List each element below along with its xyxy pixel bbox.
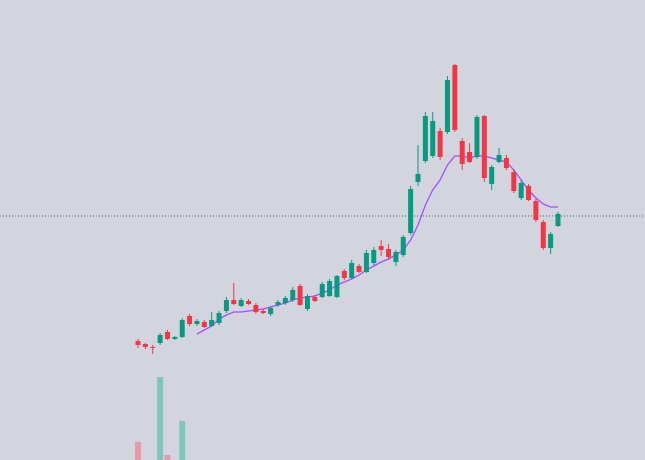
- candle-body: [194, 321, 200, 324]
- candle-body: [334, 276, 340, 297]
- candle-body: [172, 337, 178, 339]
- candle-body: [459, 141, 465, 164]
- candle-body: [275, 302, 281, 305]
- candle-body: [481, 116, 487, 178]
- candle-body: [135, 341, 141, 345]
- candle-body: [422, 116, 428, 161]
- candle-body: [526, 186, 532, 200]
- candle-body: [489, 167, 495, 184]
- volume-bar: [157, 377, 164, 460]
- candle-body: [157, 335, 163, 343]
- candle-body: [496, 155, 502, 162]
- candle-body: [246, 301, 252, 304]
- candle-body: [378, 246, 384, 250]
- candle-body: [400, 237, 406, 255]
- candle-body: [223, 300, 229, 311]
- candle-body: [179, 320, 185, 337]
- candle-body: [371, 250, 377, 263]
- candle-body: [408, 189, 414, 233]
- candle-body: [297, 286, 303, 305]
- candle-body: [187, 316, 193, 324]
- candle-body: [555, 214, 561, 226]
- candle-body: [356, 266, 362, 272]
- candle-body: [341, 271, 347, 278]
- candle-body: [444, 80, 450, 132]
- candle-body: [503, 158, 509, 168]
- candle-body: [437, 131, 443, 157]
- candle-body: [312, 297, 318, 301]
- candle-body: [430, 121, 436, 156]
- candle-body: [474, 117, 480, 157]
- candle-body: [238, 300, 244, 306]
- candle-body: [452, 65, 458, 130]
- candle-body: [304, 296, 310, 309]
- candle-body: [518, 183, 524, 198]
- candle-body: [253, 305, 259, 312]
- candle-body: [268, 308, 274, 314]
- candle-body: [467, 152, 473, 162]
- volume-bar: [135, 442, 141, 460]
- candle-body: [290, 290, 296, 300]
- candle-body: [209, 320, 215, 326]
- candle-body: [349, 263, 355, 278]
- candle-body: [282, 298, 288, 303]
- candle-body: [386, 249, 392, 257]
- candle-body: [260, 311, 266, 313]
- candle-body: [150, 347, 156, 348]
- candle-body: [319, 284, 325, 297]
- candle-body: [540, 222, 546, 248]
- candle-body: [393, 252, 399, 262]
- candle-body: [533, 201, 539, 220]
- candle-body: [201, 322, 207, 327]
- candle-body: [327, 281, 333, 296]
- candle-body: [415, 174, 421, 182]
- candle-body: [142, 344, 148, 347]
- candle-body: [164, 332, 170, 339]
- candle-body: [231, 300, 237, 304]
- candle-body: [216, 313, 222, 323]
- candle-body: [363, 253, 369, 272]
- volume-bar: [179, 421, 186, 460]
- candle-body: [511, 172, 517, 191]
- volume-bar: [164, 455, 171, 460]
- candle-body: [548, 234, 554, 248]
